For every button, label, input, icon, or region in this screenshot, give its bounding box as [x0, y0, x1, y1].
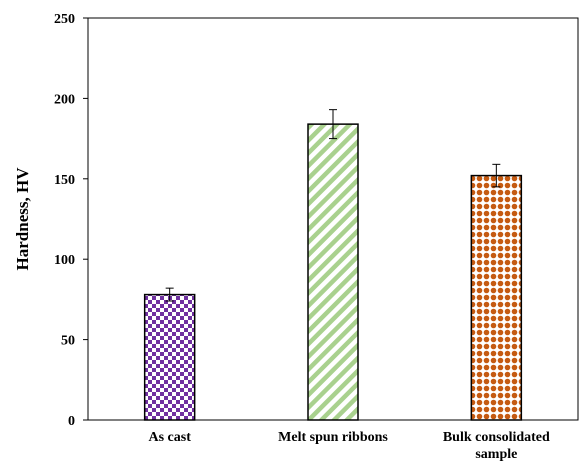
- y-tick-label: 250: [54, 12, 75, 27]
- y-tick-label: 50: [61, 334, 75, 349]
- bar: [470, 174, 523, 421]
- x-tick-label: As cast: [148, 430, 191, 445]
- y-tick-label: 150: [54, 173, 75, 188]
- y-tick-label: 0: [68, 414, 75, 429]
- plot-area: 0 50 100 150 200 250 Hardness, HV As cast Melt s…: [13, 12, 579, 462]
- bar: [143, 293, 196, 421]
- y-tick-label: 100: [54, 253, 75, 268]
- bar: [307, 123, 359, 421]
- x-tick-label: Bulk consolidated sample: [443, 430, 550, 462]
- y-tick-label: 200: [54, 92, 75, 107]
- x-tick-label: Melt spun ribbons: [278, 430, 388, 445]
- y-axis-title: Hardness, HV: [13, 167, 32, 271]
